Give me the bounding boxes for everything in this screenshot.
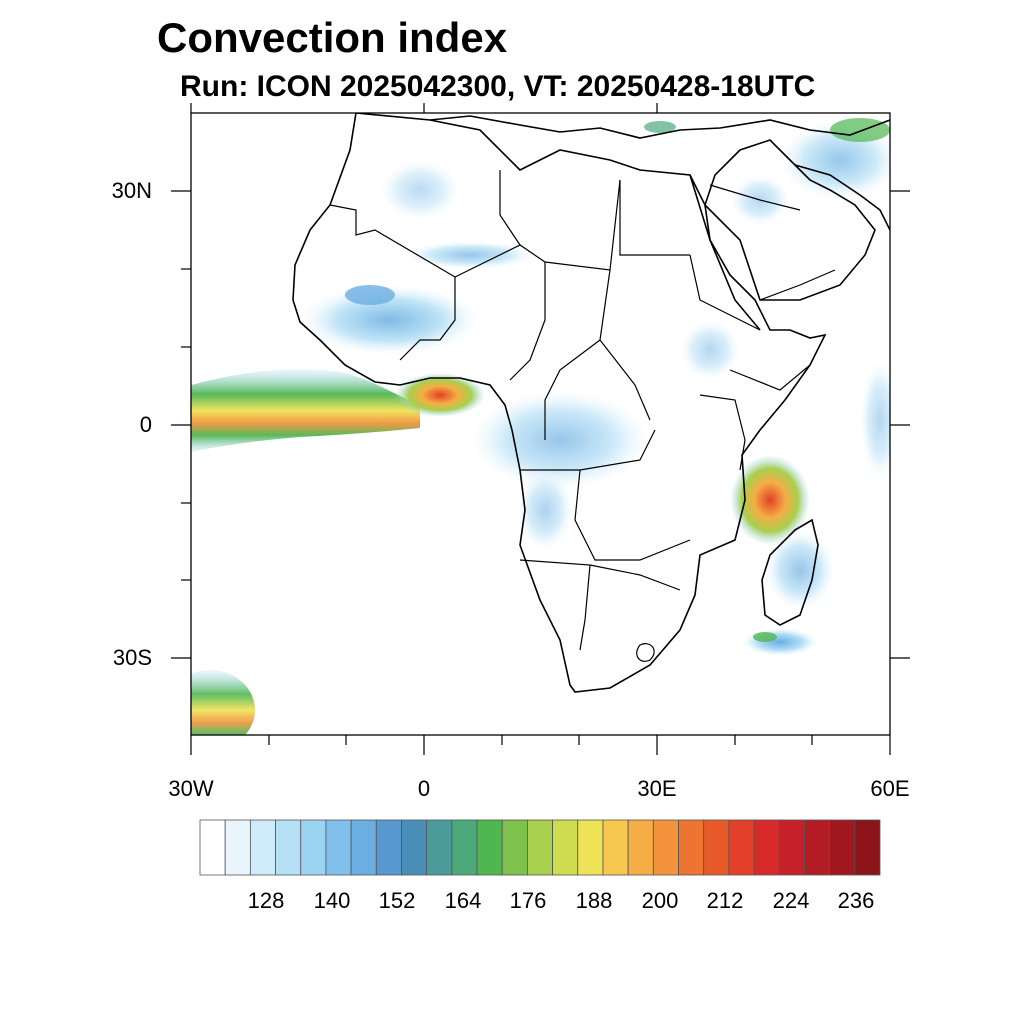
colorbar-box [778,819,805,876]
africa-coastline [292,113,827,693]
colorbar-box [350,819,377,876]
colorbar-box [275,819,302,876]
sw-atlantic-convection [191,670,255,735]
colorbar-label: 140 [313,888,351,913]
sahel-patch [300,285,480,355]
colorbar-box [652,819,679,876]
colorbar-label: 176 [509,888,547,913]
lon-label-0: 0 [417,776,431,801]
colorbar-box [476,819,503,876]
ethiopia-patch [680,320,740,380]
madagascar-coast [761,518,819,626]
colorbar-box [375,819,402,876]
north-africa-patch [380,160,460,220]
colorbar-box [753,819,780,876]
colorbar-box [703,819,730,876]
lon-label-30e: 30E [637,776,677,801]
red-sea-west [689,174,761,331]
angola-patch [517,470,573,550]
lon-label-60e: 60E [870,776,910,801]
central-africa-patch [470,390,650,490]
colorbar-box [501,819,528,876]
colorbar-box [829,819,856,876]
south-indian-patch [742,628,818,656]
lat-label-30n: 30N [111,178,152,203]
colorbar-label: 128 [247,888,285,913]
map-title: Convection index [157,14,508,61]
map-subtitle: Run: ICON 2025042300, VT: 20250428-18UTC [180,70,816,103]
field-layer [191,118,890,735]
coastlines [292,113,890,693]
iran-patch [830,118,890,142]
iran-coast [794,164,890,231]
colorbar-box [854,819,881,876]
tick-marks [171,103,910,755]
lat-label-0: 0 [139,412,152,437]
lon-label-30w: 30W [168,776,214,801]
east-indian-patch [860,360,890,480]
colorbar-box [804,819,831,876]
colorbar-label: 224 [772,888,810,913]
colorbar-box [602,819,629,876]
itcz-band [191,369,420,452]
colorbar-label: 164 [444,888,482,913]
guinea-convection [395,373,485,417]
colorbar-label: 236 [837,888,875,913]
colorbar-box [527,819,553,876]
colorbar-label: 188 [575,888,613,913]
madagascar-patch [765,530,835,610]
lat-label-30s: 30S [112,645,152,670]
colorbar-box [627,819,654,876]
med-patch [644,121,676,133]
colorbar-box [552,819,579,876]
colorbar-label: 152 [378,888,416,913]
south-indian-core [753,632,777,642]
colorbar-box [224,819,251,876]
colorbar-box [426,819,453,876]
colorbar [199,819,881,876]
arabia-coast [704,139,876,301]
colorbar-label: 200 [641,888,679,913]
colorbar-box [451,819,478,876]
colorbar-box [728,819,755,876]
colorbar-box [300,819,327,876]
mozambique-convection [730,455,810,545]
colorbar-box [401,819,428,876]
colorbar-label: 212 [706,888,744,913]
europe-coast [429,115,890,139]
colorbar-box [678,819,705,876]
colorbar-box [577,819,604,876]
country-borders [329,170,836,662]
map-frame [190,112,891,736]
colorbar-box [199,819,226,876]
colorbar-box [325,819,352,876]
colorbar-box [249,819,276,876]
sahara-patch [405,241,535,269]
sahel-patch-2 [345,285,395,305]
